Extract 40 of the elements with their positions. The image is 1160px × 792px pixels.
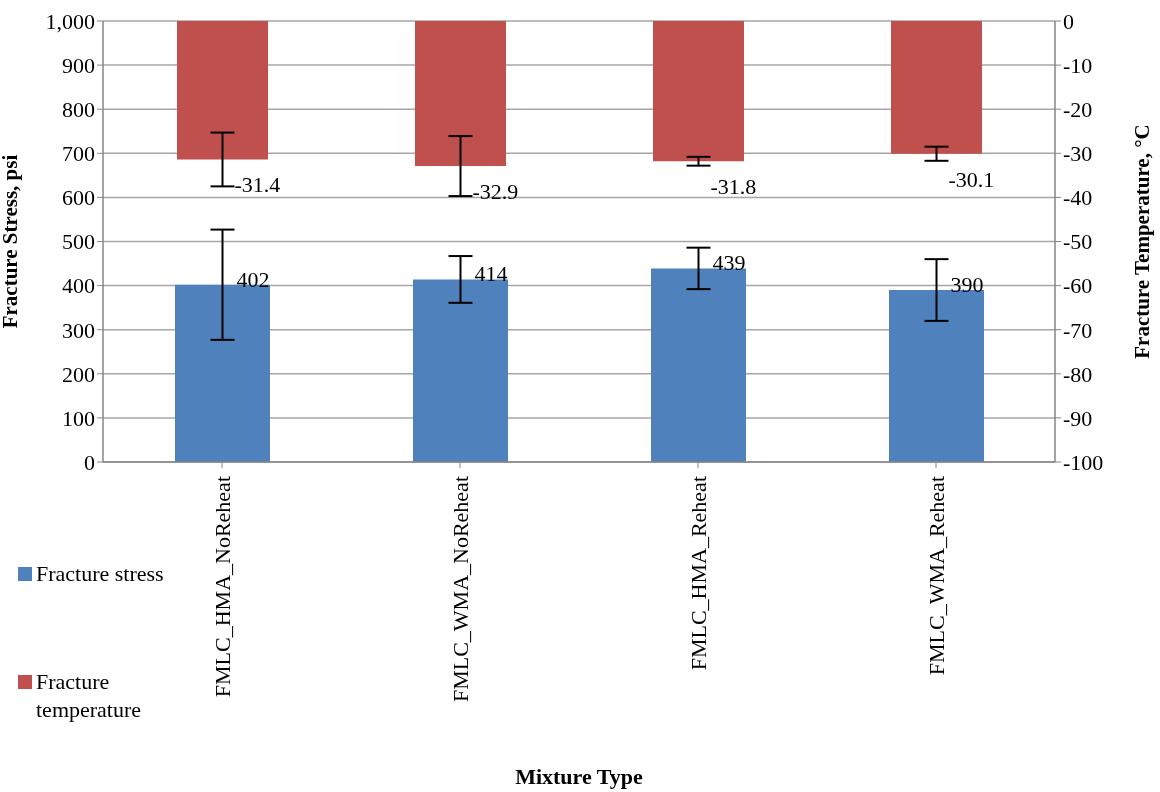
- y2-tick-label: -10: [1063, 52, 1093, 78]
- y-tick-label: 100: [62, 405, 95, 431]
- y-tick-label: 600: [62, 185, 95, 211]
- y2-tick-label: -70: [1063, 317, 1093, 343]
- y-tick-label: 900: [62, 52, 95, 78]
- y-tick-label: 400: [62, 273, 95, 299]
- legend-label: Fracture stress: [36, 560, 165, 588]
- y2-tick-label: -90: [1063, 405, 1093, 431]
- y2-tick-label: -80: [1063, 361, 1093, 387]
- bar: [413, 279, 508, 462]
- y-tick-label: 0: [84, 449, 95, 475]
- y-tick-label: 200: [62, 361, 95, 387]
- y-tick-label: 300: [62, 317, 95, 343]
- bar: [889, 290, 984, 462]
- y2-tick-label: -50: [1063, 229, 1093, 255]
- y-tick-label: 700: [62, 141, 95, 167]
- legend-label: Fracture temperature: [36, 668, 143, 724]
- y2-tick-label: -100: [1063, 449, 1104, 475]
- data-label: 439: [712, 250, 746, 276]
- x-tick-label: FMLC_HMA_Reheat: [685, 476, 711, 671]
- y-axis-title: Fracture Stress, psi: [0, 154, 23, 329]
- y-tick-label: 800: [62, 97, 95, 123]
- data-label: -31.8: [710, 174, 757, 200]
- bar: [651, 268, 746, 462]
- x-tick-label: FMLC_WMA_Reheat: [923, 476, 949, 676]
- y2-axis-title: Fracture Temperature, °C: [1130, 124, 1155, 359]
- data-label: -30.1: [948, 166, 995, 192]
- y2-tick-label: -40: [1063, 185, 1093, 211]
- x-tick-label: FMLC_WMA_NoReheat: [447, 476, 473, 703]
- y2-tick-label: 0: [1063, 8, 1074, 34]
- y2-tick-label: -20: [1063, 97, 1093, 123]
- data-label: -31.4: [234, 172, 281, 198]
- x-axis-title: Mixture Type: [515, 764, 644, 789]
- y2-tick-label: -60: [1063, 273, 1093, 299]
- x-tick-label: FMLC_HMA_NoReheat: [209, 476, 235, 698]
- y-tick-label: 500: [62, 229, 95, 255]
- data-label: -32.9: [472, 179, 519, 205]
- y2-tick-label: -30: [1063, 141, 1093, 167]
- data-label: 414: [474, 261, 508, 287]
- y-tick-label: 1,000: [45, 8, 95, 34]
